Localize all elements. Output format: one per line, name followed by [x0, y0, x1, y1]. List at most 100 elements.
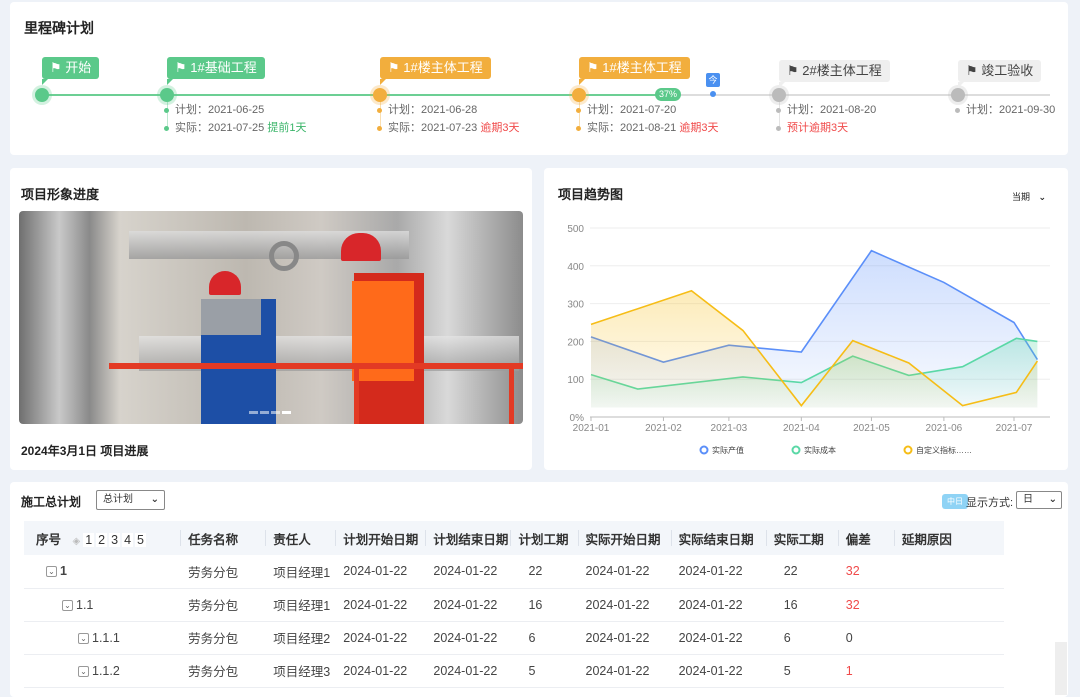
- milestone-label: 1#楼主体工程: [403, 60, 483, 75]
- level-button[interactable]: 2: [96, 532, 108, 547]
- milestone-node[interactable]: [951, 88, 965, 102]
- y-tick-label: 500: [567, 224, 584, 235]
- cell-ad: 6: [765, 621, 838, 655]
- display-mode-label: 显示方式:: [966, 497, 1014, 509]
- milestone-note: 提前1天: [267, 122, 307, 134]
- level-button[interactable]: 4: [122, 532, 134, 547]
- cell-as: 2024-01-22: [577, 588, 671, 622]
- collapse-toggle[interactable]: ⌄: [46, 566, 57, 578]
- milestone-tag[interactable]: ⚑ 1#楼主体工程: [579, 57, 690, 85]
- x-tick-label: 2021-07: [996, 423, 1033, 434]
- legend-label: 自定义指标……: [916, 445, 972, 455]
- photo-card: 项目形象进度 2024年3月1日 项目进展: [10, 168, 532, 470]
- level-button[interactable]: 5: [135, 532, 146, 547]
- cell-task: 劳务分包: [180, 588, 266, 622]
- y-tick-label: 200: [567, 337, 584, 348]
- cell-owner: 项目经理2: [265, 621, 336, 655]
- y-tick-label: 100: [567, 375, 584, 386]
- cell-pe: 2024-01-22: [425, 654, 511, 688]
- milestone-connector: [579, 102, 580, 128]
- milestone-node[interactable]: [160, 88, 174, 102]
- cell-reason: [893, 555, 1004, 589]
- column-header: 延期原因: [893, 521, 1004, 555]
- timeline-done: [42, 94, 579, 96]
- milestone-node[interactable]: [572, 88, 586, 102]
- milestone-node[interactable]: [373, 88, 387, 102]
- cell-ps: 2024-01-22: [335, 621, 426, 655]
- cell-pd: 16: [510, 588, 578, 622]
- collapse-toggle[interactable]: ⌄: [78, 665, 89, 677]
- photo-title: 项目形象进度: [21, 187, 100, 202]
- plan-title: 施工总计划: [21, 495, 82, 509]
- cell-reason: [893, 588, 1004, 622]
- milestone-tag[interactable]: ⚑ 开始: [42, 57, 100, 85]
- milestone-label: 1#基础工程: [190, 60, 257, 75]
- layers-icon: ◈: [72, 535, 81, 547]
- milestone-label: 开始: [65, 60, 92, 75]
- milestone-label: 竣工验收: [981, 63, 1034, 78]
- timeline-current: [579, 94, 669, 96]
- cell-as: 2024-01-22: [577, 555, 671, 589]
- row-id: 1: [60, 564, 67, 579]
- x-tick-label: 2021-04: [783, 423, 820, 434]
- milestone-plan: 计划：2021-08-20: [776, 101, 876, 119]
- cell-dev: 0: [837, 621, 894, 655]
- milestone-node[interactable]: [772, 88, 786, 102]
- chevron-down-icon: ⌄: [150, 494, 159, 505]
- milestone-plan: 计划：2021-07-20: [576, 101, 676, 119]
- period-value: 当期: [1012, 192, 1031, 202]
- flag-icon: ⚑: [587, 60, 603, 75]
- carousel-dot[interactable]: [271, 411, 280, 414]
- progress-photo[interactable]: [19, 211, 523, 424]
- legend-marker: [699, 445, 709, 455]
- cell-pd: 22: [510, 555, 578, 589]
- row-id: 1.1.1: [92, 630, 120, 645]
- level-button[interactable]: 1: [83, 532, 95, 547]
- milestone-title: 里程碑计划: [24, 20, 94, 36]
- trend-title: 项目趋势图: [558, 187, 624, 202]
- cell-owner: 项目经理3: [265, 654, 336, 688]
- milestone-node[interactable]: [35, 88, 49, 102]
- trend-card: 项目趋势图 当期 ⌄ 0% 100 200 300 400 500 2021-01 2021-…: [544, 168, 1068, 470]
- milestone-label: 2#楼主体工程: [802, 63, 882, 78]
- cell-owner: 项目经理1: [265, 555, 336, 589]
- cell-ps: 2024-01-22: [335, 588, 426, 622]
- milestone-plan: 计划：2021-09-30: [955, 101, 1055, 119]
- x-tick-label: 2021-01: [573, 423, 610, 434]
- table-row[interactable]: ⌄ 1.1.1 劳务分包 项目经理2 2024-01-22 2024-01-22 6 2024…: [24, 621, 1004, 655]
- level-button[interactable]: 3: [109, 532, 121, 547]
- today-dot: [710, 91, 716, 97]
- milestone-tag[interactable]: ⚑ 竣工验收: [958, 60, 1042, 88]
- scrollbar[interactable]: [1055, 642, 1067, 695]
- table-row[interactable]: ⌄ 1.1 劳务分包 项目经理1 2024-01-22 2024-01-22 16 2024-…: [24, 588, 1004, 622]
- cell-dev: 32: [837, 555, 894, 589]
- period-select[interactable]: 当期 ⌄: [1012, 190, 1046, 203]
- table-row[interactable]: ⌄ 1 劳务分包 项目经理1 2024-01-22 2024-01-22 22 2024-01…: [24, 555, 1004, 589]
- cell-pd: 6: [510, 621, 578, 655]
- plan-card: 施工总计划 总计划 ⌄ 中日 显示方式: 日 ⌄ 序号 ◈ 1 2 3 4 5 任务名称 责任…: [10, 482, 1068, 697]
- milestone-connector: [779, 102, 780, 128]
- flag-icon: ⚑: [50, 60, 66, 75]
- milestone-tag[interactable]: ⚑ 2#楼主体工程: [779, 60, 890, 88]
- plan-type-select[interactable]: 总计划 ⌄: [96, 490, 165, 510]
- milestone-card: 里程碑计划 37% 今 ⚑ 开始 ⚑ 1#基础工程 计划：2021-06-25 实际：20…: [10, 2, 1068, 155]
- milestone-tag[interactable]: ⚑ 1#基础工程: [167, 57, 265, 85]
- table-row[interactable]: ⌄ 1.1.2 劳务分包 项目经理3 2024-01-22 2024-01-22 5 2024…: [24, 654, 1004, 688]
- column-header: 实际开始日期: [577, 521, 671, 555]
- collapse-toggle[interactable]: ⌄: [62, 599, 73, 611]
- flag-icon: ⚑: [175, 60, 191, 75]
- cell-owner: 项目经理1: [265, 588, 336, 622]
- milestone-tag[interactable]: ⚑ 1#楼主体工程: [380, 57, 491, 85]
- carousel-dot[interactable]: [282, 411, 291, 414]
- milestone-actual: 实际：2021-07-25 提前1天: [164, 119, 306, 137]
- display-mode-select[interactable]: 日 ⌄: [1016, 491, 1062, 509]
- carousel-indicators[interactable]: [249, 411, 291, 414]
- carousel-dot[interactable]: [260, 411, 269, 414]
- column-header: 偏差: [837, 521, 894, 555]
- flag-icon: ⚑: [787, 63, 803, 78]
- carousel-dot[interactable]: [249, 411, 258, 414]
- collapse-toggle[interactable]: ⌄: [78, 632, 89, 644]
- series-line: [590, 289, 1039, 407]
- legend-label: 实际产值: [712, 445, 744, 455]
- x-tick-label: 2021-02: [645, 423, 682, 434]
